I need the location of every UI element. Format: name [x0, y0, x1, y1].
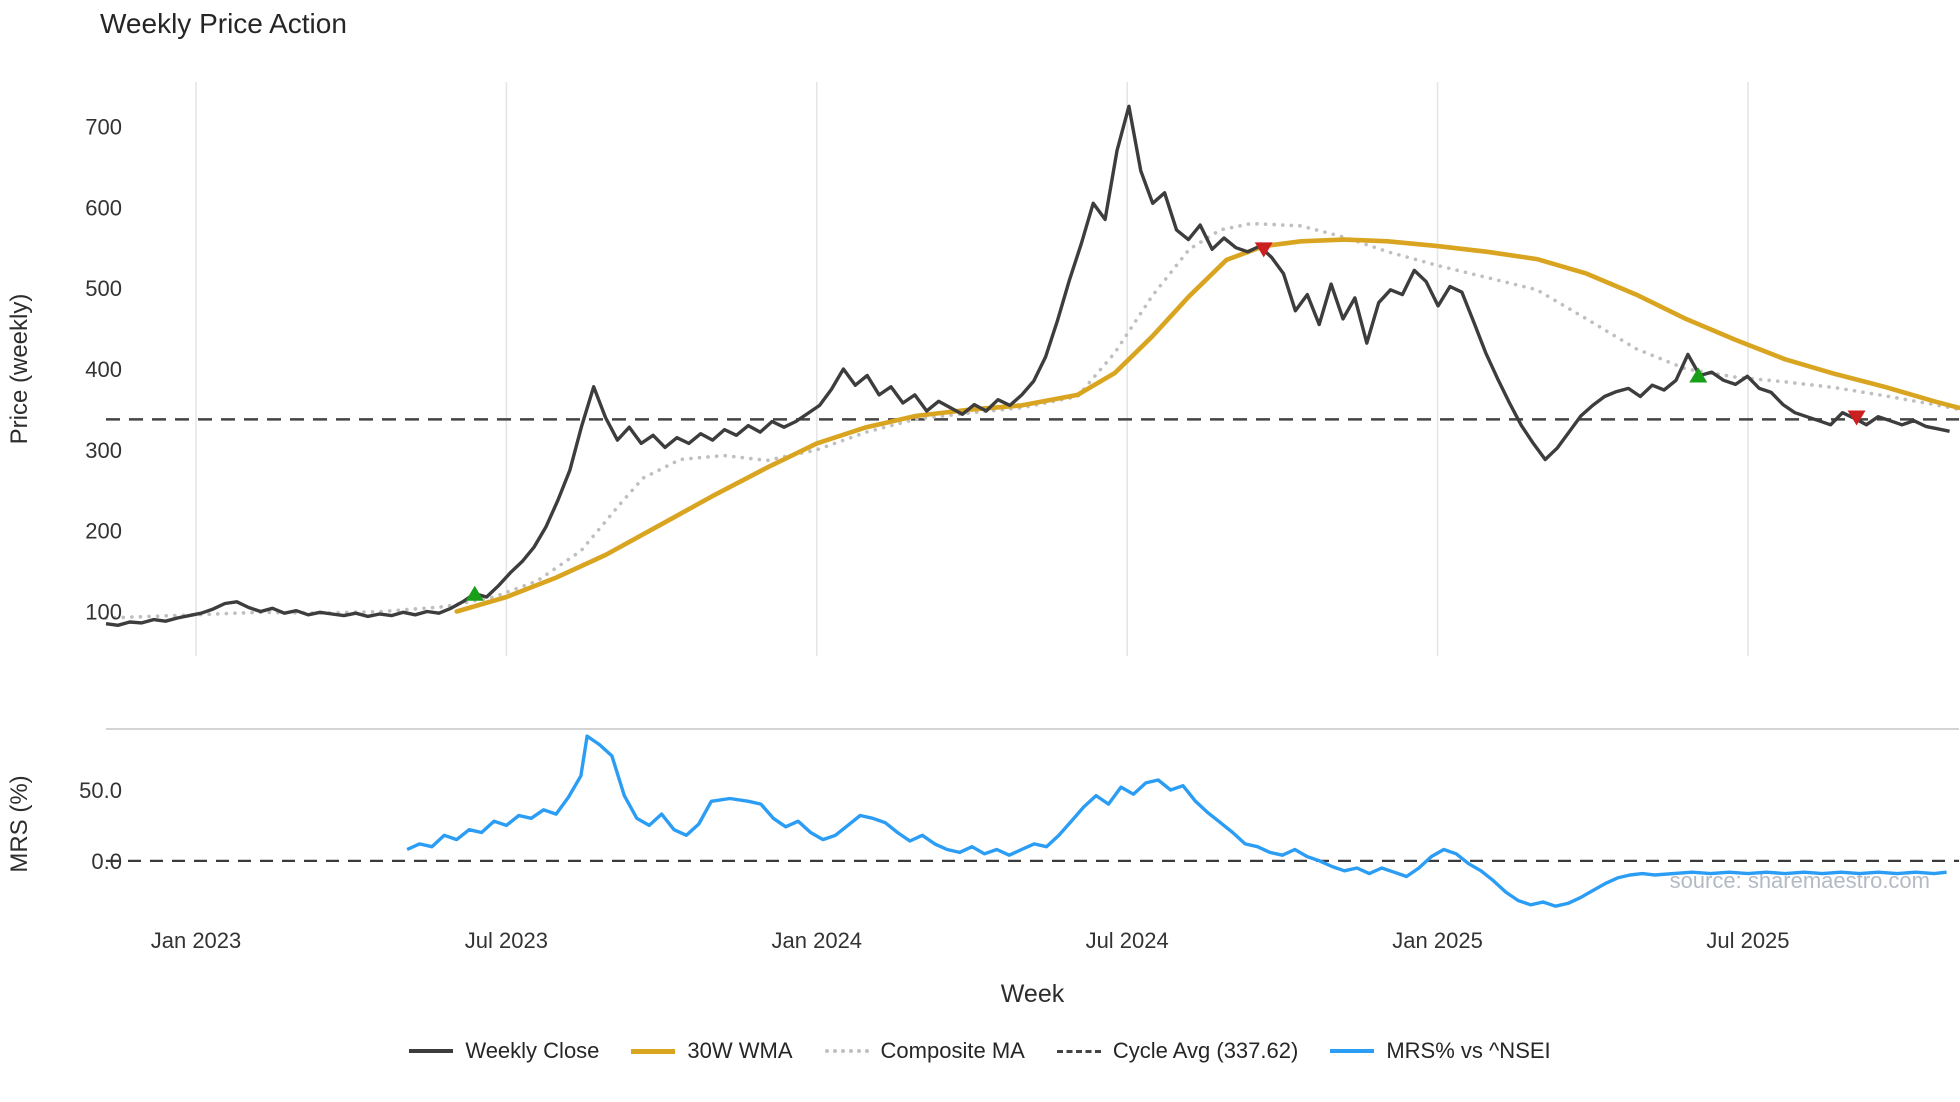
legend-label: 30W WMA — [687, 1038, 793, 1063]
legend-label: Composite MA — [880, 1038, 1025, 1063]
buy-signal-marker-icon — [1689, 367, 1708, 383]
mrs-axis-label: MRS (%) — [6, 775, 33, 873]
sell-signal-marker-icon — [1847, 410, 1866, 426]
wma-line — [454, 237, 1960, 614]
legend-item-weekly-close: Weekly Close — [409, 1038, 599, 1064]
x-tick-label: Jan 2023 — [151, 928, 242, 953]
source-watermark: source: sharemaestro.com — [1669, 868, 1930, 893]
x-tick-label: Jan 2024 — [772, 928, 863, 953]
price-tick-label: 600 — [85, 195, 122, 220]
composite-ma-line — [104, 221, 1960, 620]
weekly-close-line-swatch-icon — [409, 1049, 454, 1053]
legend-label: Cycle Avg (337.62) — [1112, 1038, 1299, 1063]
legend-label: Weekly Close — [465, 1038, 600, 1063]
chart-legend: Weekly Close 30W WMA Composite MA Cycle … — [0, 1038, 1960, 1064]
chart-title: Weekly Price Action — [100, 8, 347, 39]
legend-label: MRS% vs ^NSEI — [1386, 1038, 1551, 1063]
price-tick-label: 300 — [85, 438, 122, 463]
price-tick-label: 100 — [85, 600, 122, 625]
weekly-close-line — [105, 104, 1950, 627]
price-axis-label: Price (weekly) — [6, 293, 33, 445]
x-tick-label: Jul 2025 — [1706, 928, 1789, 953]
legend-item-mrs: MRS% vs ^NSEI — [1330, 1038, 1551, 1064]
mrs-line-swatch-icon — [1330, 1049, 1375, 1053]
cycle-avg-line-swatch-icon — [1056, 1049, 1101, 1053]
mrs-tick-label: 50.0 — [79, 778, 122, 803]
x-tick-label: Jul 2024 — [1086, 928, 1169, 953]
price-tick-label: 400 — [85, 357, 122, 382]
mrs-tick-label: 0.0 — [91, 849, 122, 874]
x-tick-label: Jan 2025 — [1392, 928, 1483, 953]
price-tick-label: 500 — [85, 276, 122, 301]
composite-ma-line-swatch-icon — [824, 1049, 869, 1053]
price-tick-label: 200 — [85, 519, 122, 544]
legend-item-30w-wma: 30W WMA — [631, 1038, 793, 1064]
x-axis-label: Week — [1000, 980, 1065, 1008]
sell-signal-marker-icon — [1254, 242, 1273, 258]
legend-item-composite-ma: Composite MA — [824, 1038, 1025, 1064]
price-tick-label: 700 — [85, 114, 122, 139]
buy-signal-marker-icon — [465, 585, 484, 601]
legend-item-cycle-avg: Cycle Avg (337.62) — [1056, 1038, 1299, 1064]
wma-line-swatch-icon — [631, 1048, 676, 1054]
x-tick-label: Jul 2023 — [465, 928, 548, 953]
